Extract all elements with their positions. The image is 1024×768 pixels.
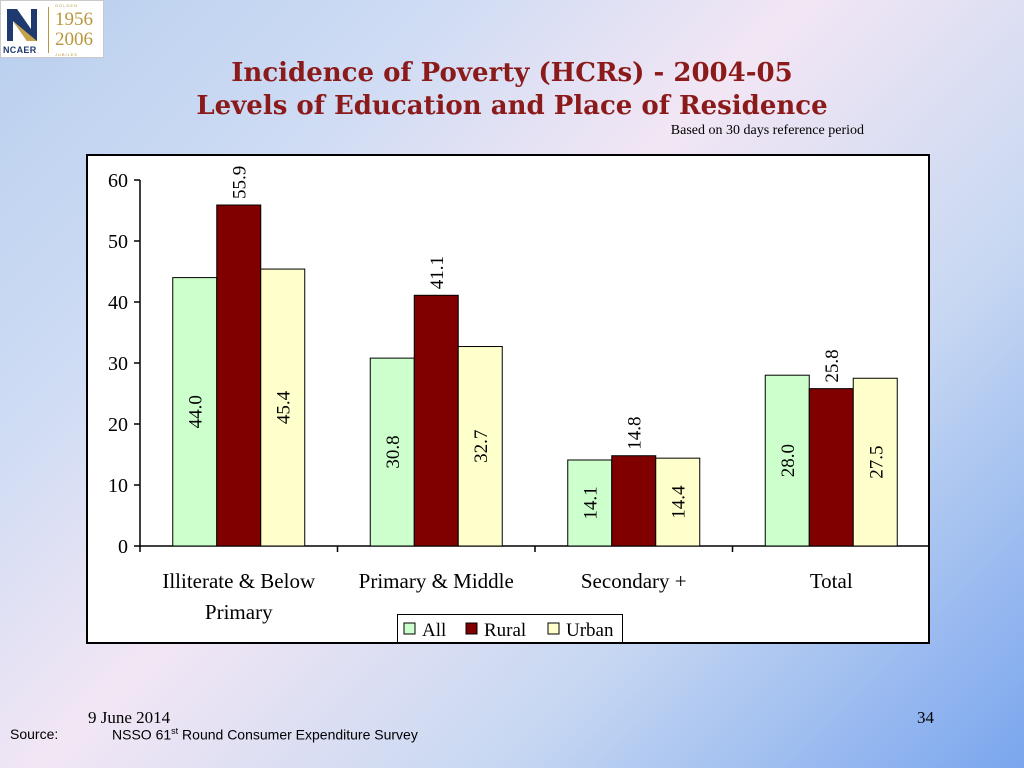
data-label: 55.9 [230, 166, 251, 199]
legend-swatch-all [403, 622, 416, 635]
source-label: Source: [10, 726, 59, 742]
legend-items: All Rural Urban [403, 620, 614, 641]
source-citation: NSSO 61st Round Consumer Expenditure Sur… [112, 726, 418, 743]
data-label: 14.4 [669, 485, 690, 519]
bar-all [369, 357, 415, 547]
data-label: 41.1 [427, 256, 448, 289]
bar-chart: 0 10 20 30 40 50 60 44.0 55.9 45.4 Illiterate & Be… [108, 166, 928, 624]
bar-urban [852, 377, 898, 547]
data-label: 14.8 [625, 416, 646, 449]
legend-label-urban: Urban [566, 620, 614, 641]
source-ordinal-suffix: st [171, 726, 179, 736]
bar-rural [413, 294, 459, 547]
bar-urban [457, 346, 503, 547]
slide-date: 9 June 2014 [88, 708, 171, 727]
legend-label-rural: Rural [484, 620, 526, 641]
bar-urban [260, 268, 306, 547]
logo-divider [48, 7, 49, 53]
y-tick-label: 50 [108, 231, 128, 253]
logo-year-end: 2006 [55, 29, 93, 50]
data-label: 30.8 [383, 435, 404, 468]
chart-legend: All Rural Urban [397, 614, 623, 643]
slide-page-number: 34 [917, 708, 934, 727]
bar-urban [655, 457, 701, 547]
y-tick-label: 20 [108, 414, 128, 436]
data-label: 32.7 [471, 430, 492, 463]
y-tick-label: 0 [118, 536, 128, 558]
logo-badge-bottom: JUBILEE [55, 52, 79, 57]
ncaer-golden-jubilee-logo: NCAER GOLDEN 1956 2006 JUBILEE [0, 0, 104, 58]
source-suffix: Round Consumer Expenditure Survey [178, 726, 418, 743]
data-label: 45.4 [274, 390, 295, 424]
x-category-label: Primary & Middle [359, 569, 514, 593]
y-tick-label: 40 [108, 292, 128, 314]
source-prefix: NSSO 61 [112, 726, 172, 743]
bar-rural [611, 455, 657, 547]
y-tick-label: 10 [108, 475, 128, 497]
bar-all [764, 374, 810, 547]
reference-period-note: Based on 30 days reference period [670, 123, 864, 138]
data-label: 28.0 [778, 444, 799, 477]
data-label: 44.0 [186, 395, 207, 428]
x-category-label: Total [810, 569, 853, 593]
y-tick-label: 60 [108, 170, 128, 192]
data-label: 14.1 [581, 486, 602, 519]
x-category-label: Primary [205, 600, 273, 624]
y-tick-label: 30 [108, 353, 128, 375]
x-category-label: Secondary + [581, 569, 687, 593]
ncaer-n-mark-icon [7, 9, 37, 41]
data-label: 25.8 [822, 349, 843, 382]
legend-swatch-urban [547, 622, 560, 635]
chart-area: 0 10 20 30 40 50 60 44.0 55.9 45.4 Illiterate & Be… [86, 154, 930, 644]
logo-year-start: 1956 [55, 9, 93, 30]
legend-swatch-rural [465, 622, 478, 635]
legend-label-all: All [422, 620, 446, 641]
slide-title-line-2: Levels of Education and Place of Residen… [196, 91, 828, 121]
data-label: 27.5 [866, 446, 887, 479]
logo-org-name: NCAER [3, 45, 37, 55]
logo-badge-top: GOLDEN [55, 3, 78, 8]
bar-rural [808, 388, 854, 547]
slide-title-line-1: Incidence of Poverty (HCRs) - 2004-05 [231, 58, 793, 88]
bar-rural [216, 204, 262, 547]
x-category-label: Illiterate & Below [162, 569, 316, 593]
